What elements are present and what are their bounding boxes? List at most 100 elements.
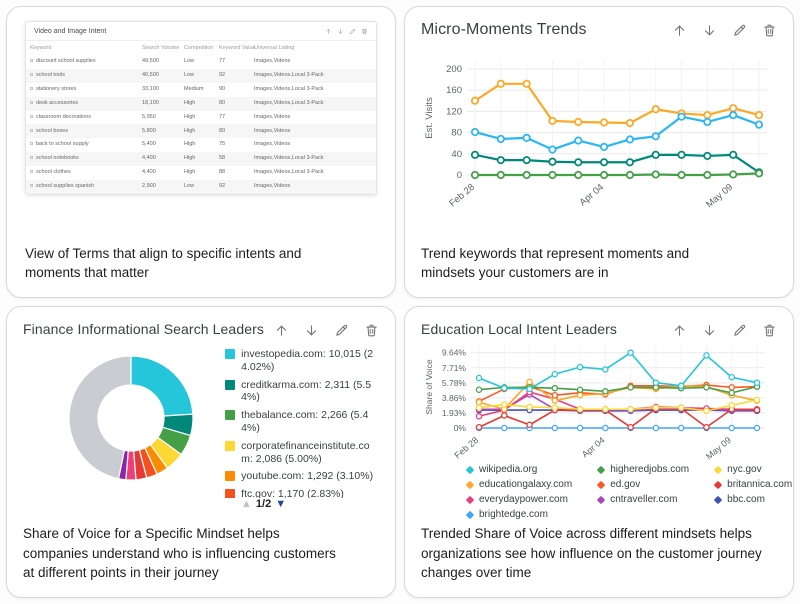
- svg-text:Feb 28: Feb 28: [452, 435, 480, 461]
- legend-item[interactable]: ed.gov: [596, 479, 689, 490]
- table-row[interactable]: back to school supply 5,400 High 75 Images,V…: [26, 138, 376, 152]
- row-checkbox[interactable]: [30, 100, 33, 104]
- delete-icon[interactable]: [361, 28, 368, 35]
- row-checkbox[interactable]: [30, 73, 33, 77]
- legend-marker: [713, 480, 723, 489]
- column-header[interactable]: Universal Listing: [250, 40, 376, 55]
- legend-label: bbc.com: [727, 494, 765, 505]
- legend-label: investopedia.com: 10,015 (24.02%): [241, 348, 374, 373]
- svg-text:80: 80: [451, 128, 462, 139]
- delete-icon[interactable]: [364, 323, 379, 338]
- delete-icon[interactable]: [762, 323, 777, 338]
- move-down-icon[interactable]: [337, 28, 344, 35]
- legend-swatch: [225, 349, 236, 359]
- move-down-icon[interactable]: [304, 323, 319, 338]
- row-checkbox[interactable]: [30, 142, 33, 146]
- move-up-icon[interactable]: [672, 23, 687, 38]
- legend-item[interactable]: educationgalaxy.com: [465, 479, 573, 490]
- table-cell: 5,400: [142, 141, 156, 148]
- move-up-icon[interactable]: [672, 323, 687, 338]
- legend-item[interactable]: britannica.com: [713, 479, 792, 490]
- row-checkbox[interactable]: [30, 114, 33, 118]
- intent-table: Keyword Search Volume Competition Keyword V…: [26, 40, 376, 194]
- table-cell: High: [184, 99, 196, 106]
- legend-item[interactable]: youtube.com: 1,292 (3.10%): [225, 470, 379, 483]
- move-down-icon[interactable]: [702, 23, 717, 38]
- card-video-image-intent: Video and Image Intent Keyword Search Vol…: [6, 6, 396, 298]
- edit-icon[interactable]: [349, 28, 356, 35]
- education-line-chart: 0% 1.93% 3.86% 5.78% 7.71% 9.64% Feb 28 Apr 04 M…: [424, 346, 765, 462]
- legend-item[interactable]: thebalance.com: 2,266 (5.44%): [225, 409, 379, 435]
- table-row[interactable]: classroom decorations 5,950 High 77 Images,V…: [26, 111, 376, 125]
- svg-text:Share of Voice: Share of Voice: [424, 359, 434, 415]
- table-row[interactable]: school tools 40,500 Low 92 Images,Videos,Loc…: [26, 68, 376, 83]
- table-cell: High: [184, 169, 196, 176]
- legend-label: corporatefinanceinstitute.com: 2,086 (5.…: [241, 439, 370, 465]
- legend-item[interactable]: brightedge.com: [465, 509, 572, 520]
- legend-item[interactable]: higheredjobs.com: [596, 464, 689, 475]
- legend-item[interactable]: investopedia.com: 10,015 (24.02%): [225, 348, 379, 374]
- legend-item[interactable]: everydaypower.com: [465, 494, 572, 505]
- donut-legend: investopedia.com: 10,015 (24.02%) creditk…: [225, 348, 379, 498]
- table-cell: Medium: [184, 85, 204, 92]
- table-row[interactable]: stationery stores 33,100 Medium 90 Images,Vi…: [26, 83, 376, 97]
- row-checkbox[interactable]: [30, 184, 33, 188]
- legend-item[interactable]: cntraveller.com: [596, 494, 689, 505]
- column-header[interactable]: Search Volume: [138, 40, 180, 55]
- legend-item[interactable]: wikipedia.org: [465, 464, 572, 475]
- table-cell: classroom decorations: [26, 111, 138, 125]
- table-row[interactable]: discount school supplies 49,500 Low 77 Image…: [26, 55, 376, 69]
- table-row[interactable]: school boxes 5,800 High 80 Images,Videos: [26, 124, 376, 139]
- row-checkbox[interactable]: [30, 59, 33, 63]
- move-up-icon[interactable]: [274, 323, 289, 338]
- card-caption: View of Terms that align to specific int…: [25, 245, 302, 281]
- svg-text:120: 120: [446, 106, 462, 117]
- table-cell: Images,Videos,Local 3-Pack: [254, 155, 324, 162]
- table-cell: Images,Videos: [254, 183, 291, 190]
- table-row[interactable]: school notebooks 4,400 High 58 Images,Videos…: [26, 152, 376, 166]
- edit-icon[interactable]: [732, 23, 747, 38]
- edit-icon[interactable]: [732, 323, 747, 338]
- move-down-icon[interactable]: [702, 323, 717, 338]
- table-cell: Low: [184, 58, 195, 65]
- legend-item[interactable]: ftc.gov: 1,170 (2.83%): [225, 488, 379, 498]
- svg-text:May 09: May 09: [704, 182, 735, 210]
- row-checkbox[interactable]: [30, 170, 33, 174]
- table-cell: High: [184, 141, 196, 148]
- finance-donut-chart: [68, 355, 194, 481]
- card-title: Finance Informational Search Leaders: [23, 321, 264, 337]
- delete-icon[interactable]: [762, 23, 777, 38]
- row-checkbox[interactable]: [30, 86, 33, 90]
- legend-item[interactable]: creditkarma.com: 2,311 (5.54%): [225, 379, 379, 405]
- table-cell: Images,Videos: [254, 113, 291, 120]
- legend-item[interactable]: nyc.gov: [713, 464, 792, 475]
- table-row[interactable]: school supplies spanish 2,900 Low 92 Images,…: [26, 179, 376, 194]
- legend-label: educationgalaxy.com: [479, 479, 573, 490]
- table-row[interactable]: school clothes 4,400 High 88 Images,Videos,L…: [26, 166, 376, 180]
- svg-text:Feb 28: Feb 28: [447, 182, 477, 209]
- page-up-icon[interactable]: ▲: [241, 497, 252, 510]
- svg-text:40: 40: [451, 149, 462, 160]
- edit-icon[interactable]: [334, 323, 349, 338]
- legend-item[interactable]: corporatefinanceinstitute.com: 2,086 (5.…: [225, 440, 379, 466]
- svg-text:May 09: May 09: [704, 435, 733, 462]
- column-header[interactable]: Competition: [180, 40, 215, 55]
- column-header[interactable]: Keyword: [26, 40, 138, 55]
- table-cell: 40,500: [142, 72, 159, 79]
- page-down-icon[interactable]: ▼: [275, 497, 287, 510]
- legend-label: brightedge.com: [479, 509, 548, 520]
- move-up-icon[interactable]: [325, 28, 332, 35]
- table-row[interactable]: desk accessories 18,100 High 80 Images,Video…: [26, 96, 376, 111]
- table-cell: 80: [219, 99, 226, 106]
- table-cell: 75: [219, 141, 226, 148]
- row-checkbox[interactable]: [30, 156, 33, 160]
- table-cell: school supplies spanish: [26, 180, 138, 194]
- row-checkbox[interactable]: [30, 128, 33, 132]
- donut-slice[interactable]: [130, 355, 194, 417]
- card-education-leaders: Education Local Intent Leaders 0% 1.93% 3.…: [404, 306, 794, 598]
- donut-slice[interactable]: [68, 355, 132, 480]
- legend-swatch: [225, 440, 236, 451]
- table-cell: High: [184, 155, 196, 162]
- column-header[interactable]: Keyword Value: [215, 40, 256, 55]
- legend-item[interactable]: bbc.com: [713, 494, 792, 505]
